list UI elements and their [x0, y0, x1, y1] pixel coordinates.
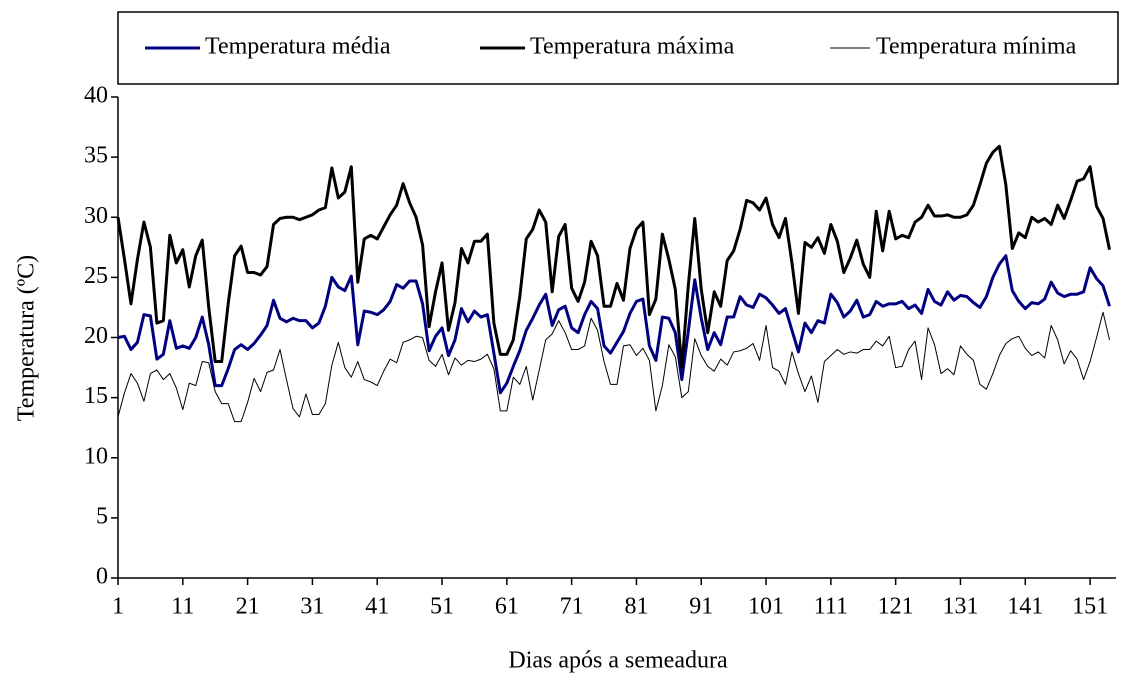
y-axis-label: Temperatura (ºC)	[14, 255, 40, 421]
legend-box	[117, 11, 1119, 85]
series-line	[117, 254, 1111, 395]
y-tick-label: 0	[96, 564, 108, 590]
series-line	[117, 311, 1111, 423]
x-tick-label: 11	[171, 594, 194, 620]
x-tick-label: 111	[814, 594, 848, 620]
x-tick-label: 81	[624, 594, 648, 620]
y-tick-label: 40	[84, 83, 108, 109]
x-tick-label: 41	[365, 594, 389, 620]
x-tick-label: 61	[495, 594, 519, 620]
x-axis-label: Dias após a semeadura	[508, 648, 728, 674]
y-tick-label: 10	[84, 443, 108, 469]
y-tick-label: 30	[84, 203, 108, 229]
x-tick-label: 51	[430, 594, 454, 620]
x-tick-label: 121	[878, 594, 914, 620]
x-tick-label: 21	[236, 594, 260, 620]
legend-label: Temperatura máxima	[530, 34, 735, 60]
y-tick-label: 15	[84, 383, 108, 409]
y-tick-label: 20	[84, 323, 108, 349]
legend-label: Temperatura média	[205, 34, 391, 60]
y-tick-label: 25	[84, 263, 108, 289]
x-tick-label: 31	[300, 594, 324, 620]
legend-label: Temperatura mínima	[876, 34, 1077, 60]
x-tick-label: 151	[1072, 594, 1108, 620]
y-tick-label: 35	[84, 143, 108, 169]
x-tick-label: 101	[748, 594, 784, 620]
x-tick-label: 91	[689, 594, 713, 620]
series-line	[116, 144, 1111, 370]
y-tick-label: 5	[96, 503, 108, 529]
x-tick-label: 131	[942, 594, 978, 620]
x-tick-label: 1	[112, 594, 124, 620]
x-tick-label: 71	[560, 594, 584, 620]
x-tick-label: 141	[1007, 594, 1043, 620]
